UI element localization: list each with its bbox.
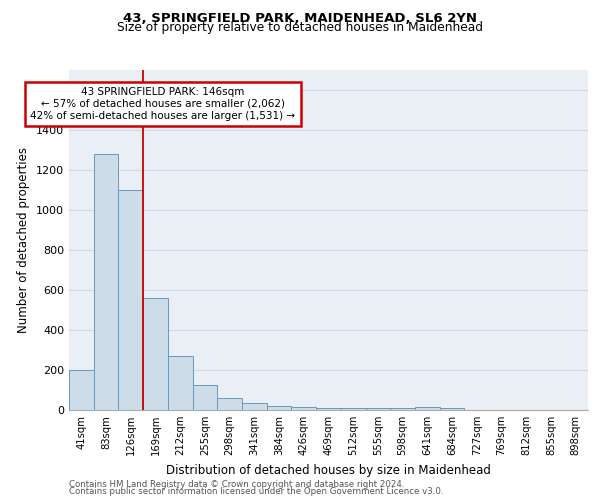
Text: 43 SPRINGFIELD PARK: 146sqm
← 57% of detached houses are smaller (2,062)
42% of : 43 SPRINGFIELD PARK: 146sqm ← 57% of det… [31,88,295,120]
Bar [143,298,168,410]
Bar [292,408,316,410]
Bar [390,408,415,410]
X-axis label: Distribution of detached houses by size in Maidenhead: Distribution of detached houses by size … [166,464,491,476]
Bar [341,408,365,410]
Bar [118,190,143,410]
Y-axis label: Number of detached properties: Number of detached properties [17,147,31,333]
Bar [193,385,217,410]
Bar [365,408,390,410]
Text: Contains public sector information licensed under the Open Government Licence v3: Contains public sector information licen… [69,487,443,496]
Bar [440,408,464,410]
Bar [168,356,193,410]
Text: Size of property relative to detached houses in Maidenhead: Size of property relative to detached ho… [117,22,483,35]
Text: Contains HM Land Registry data © Crown copyright and database right 2024.: Contains HM Land Registry data © Crown c… [69,480,404,489]
Bar [242,404,267,410]
Bar [316,408,341,410]
Bar [267,406,292,410]
Text: 43, SPRINGFIELD PARK, MAIDENHEAD, SL6 2YN: 43, SPRINGFIELD PARK, MAIDENHEAD, SL6 2Y… [123,12,477,26]
Bar [69,370,94,410]
Bar [94,154,118,410]
Bar [217,398,242,410]
Bar [415,407,440,410]
